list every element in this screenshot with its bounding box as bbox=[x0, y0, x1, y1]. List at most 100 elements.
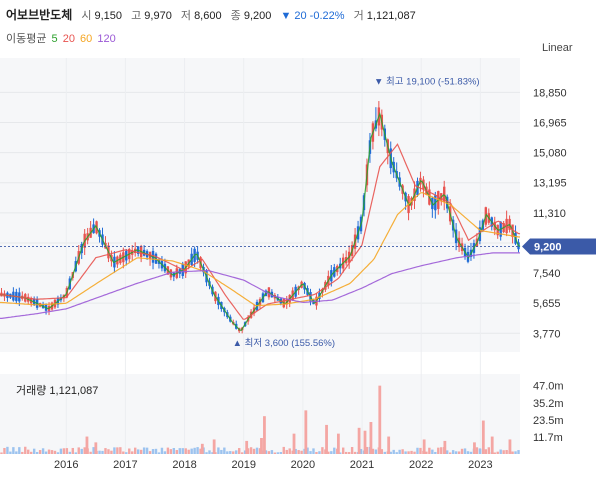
volume-bar bbox=[245, 440, 249, 454]
volume-bar bbox=[139, 449, 143, 454]
volume-bar bbox=[220, 449, 223, 454]
volume-bar bbox=[187, 449, 190, 454]
volume-bar bbox=[294, 448, 297, 454]
volume-bar bbox=[261, 450, 265, 454]
volume-bar bbox=[339, 452, 342, 454]
volume-bar bbox=[65, 448, 69, 454]
volume-bar bbox=[282, 446, 285, 454]
volume-bar bbox=[80, 448, 83, 454]
volume-bar bbox=[232, 451, 235, 454]
volume-bar bbox=[309, 451, 312, 454]
volume-bar bbox=[211, 452, 214, 454]
max-price-annotation: ▼ 최고 19,100 (-51.83%) bbox=[374, 76, 480, 87]
volume-tick-label: 47.0m bbox=[533, 381, 564, 393]
volume-bar bbox=[315, 452, 318, 454]
y-tick-label: 3,770 bbox=[533, 328, 561, 340]
volume-bar bbox=[499, 449, 502, 454]
volume-bar bbox=[481, 420, 485, 454]
volume-bar bbox=[466, 451, 470, 454]
volume-bar bbox=[240, 452, 244, 454]
volume-bar bbox=[3, 447, 6, 454]
volume-bar bbox=[511, 451, 514, 454]
volume-bar bbox=[77, 447, 80, 454]
volume-tick-label: 11.7m bbox=[533, 432, 563, 444]
volume-bar bbox=[243, 450, 247, 454]
volume-bar bbox=[94, 442, 98, 454]
volume-bar bbox=[157, 452, 161, 454]
volume-bar bbox=[369, 422, 373, 454]
volume-tick-label: 23.5m bbox=[533, 415, 564, 427]
x-tick-label: 2017 bbox=[113, 459, 137, 471]
scale-selector[interactable]: Linear bbox=[542, 42, 573, 54]
volume-bar bbox=[288, 448, 291, 454]
volume-bar bbox=[101, 450, 104, 454]
volume-bar bbox=[374, 449, 378, 454]
volume-bar bbox=[190, 448, 193, 454]
open-label: 시 bbox=[81, 10, 92, 22]
volume-bar bbox=[487, 447, 490, 454]
volume-tick-label: 35.2m bbox=[533, 398, 564, 410]
y-tick-label: 11,310 bbox=[533, 208, 566, 220]
volume-bar bbox=[446, 450, 449, 454]
volume-bar bbox=[312, 448, 315, 454]
volume-bar bbox=[380, 449, 384, 454]
volume-bar bbox=[508, 439, 512, 454]
volume-bar bbox=[419, 447, 422, 454]
x-tick-label: 2021 bbox=[350, 459, 374, 471]
volume-bar bbox=[407, 451, 410, 454]
volume-axis: 47.0m 35.2m 23.5m 11.7m bbox=[533, 381, 564, 444]
volume-bar bbox=[440, 447, 443, 454]
volume-bar bbox=[41, 448, 45, 454]
volume-bar bbox=[35, 451, 39, 454]
volume-bar bbox=[425, 451, 428, 454]
volume-bar bbox=[401, 449, 404, 454]
volume-bar bbox=[59, 448, 63, 454]
volume-bar bbox=[336, 433, 340, 454]
volume-bar bbox=[460, 448, 464, 454]
volume-bar bbox=[92, 447, 95, 454]
open-value: 9,150 bbox=[94, 10, 123, 22]
volume-bar bbox=[27, 449, 30, 454]
volume-bar bbox=[154, 448, 158, 454]
candle-body bbox=[443, 186, 446, 203]
volume-bar bbox=[478, 448, 482, 454]
volume-bar bbox=[463, 448, 467, 454]
low-label: 저 bbox=[180, 10, 191, 22]
current-price-tag bbox=[522, 238, 596, 255]
ma-120-label: 120 bbox=[97, 33, 116, 45]
ma-60-label: 60 bbox=[80, 33, 93, 45]
volume-bar bbox=[469, 451, 473, 454]
ma-20-line bbox=[0, 143, 521, 320]
volume-bar bbox=[344, 451, 348, 454]
volume-bar bbox=[276, 452, 280, 454]
volume-bar bbox=[493, 452, 496, 454]
stock-name: 어보브반도체 bbox=[6, 8, 73, 22]
volume-bar bbox=[292, 433, 296, 454]
volume-bar bbox=[125, 452, 128, 454]
volume-bar bbox=[484, 449, 488, 454]
volume-bar bbox=[363, 430, 367, 454]
volume-bar bbox=[387, 436, 391, 454]
volume-bar bbox=[184, 448, 187, 454]
volume-bar bbox=[38, 450, 42, 454]
price-header: 어보브반도체 시 9,150 고 9,970 저 8,600 종 9,200 ▼… bbox=[6, 6, 422, 23]
volume-bar bbox=[260, 438, 263, 454]
volume-bar bbox=[235, 450, 238, 454]
volume-bar bbox=[223, 447, 226, 454]
volume-bar bbox=[89, 451, 92, 454]
volume-bar bbox=[350, 447, 354, 454]
volume-bar bbox=[246, 448, 250, 454]
volume-bar bbox=[297, 450, 300, 454]
volume-bar bbox=[365, 446, 369, 454]
volume-bar bbox=[21, 451, 24, 454]
volume-bar bbox=[321, 447, 324, 454]
current-price-label: 9,200 bbox=[534, 242, 562, 254]
volume-bar bbox=[389, 451, 392, 454]
volume-bar bbox=[30, 451, 33, 454]
volume-bars bbox=[0, 385, 520, 454]
volume-bar bbox=[104, 448, 107, 454]
volume-bar bbox=[502, 450, 505, 454]
volume-title: 거래량 1,121,087 bbox=[16, 385, 99, 397]
volume-bar bbox=[50, 450, 54, 454]
